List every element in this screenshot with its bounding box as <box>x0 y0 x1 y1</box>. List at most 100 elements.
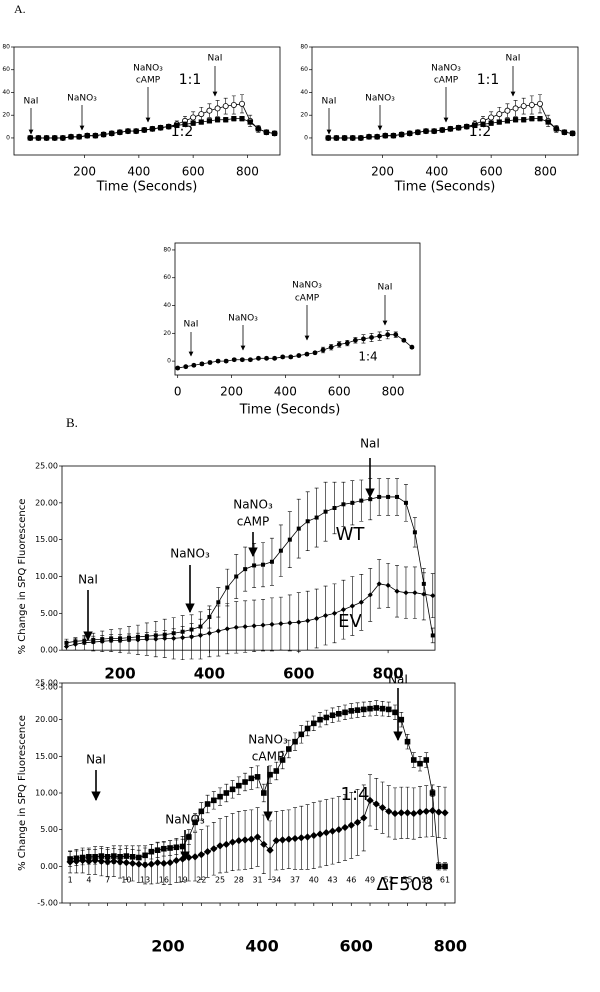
y-tick-label: 0 <box>167 358 171 365</box>
point <box>395 494 400 499</box>
y-tick-label: 5.00 <box>40 825 58 834</box>
point <box>332 505 337 510</box>
point <box>323 509 328 514</box>
annotation: NaNO₃ <box>228 314 258 324</box>
x2-tick-label: 600 <box>339 937 372 956</box>
point <box>248 775 255 782</box>
x-tick-label: 200 <box>104 665 135 683</box>
point <box>316 830 324 838</box>
point <box>278 548 283 553</box>
x-tick-label: 55 <box>402 876 412 885</box>
point <box>191 853 199 861</box>
point <box>340 607 347 613</box>
point <box>335 711 342 717</box>
point <box>261 790 267 796</box>
x-tick-label: 34 <box>271 876 281 885</box>
point <box>116 858 124 866</box>
point <box>224 626 230 632</box>
point <box>230 101 237 108</box>
annotation: NaI <box>360 437 380 451</box>
point <box>222 103 229 110</box>
point <box>126 637 132 643</box>
annotation: NaNO₃ <box>431 64 461 74</box>
point <box>488 114 495 121</box>
point <box>109 130 115 136</box>
point <box>231 357 237 363</box>
point <box>421 591 427 597</box>
point <box>378 804 387 812</box>
y-tick-label: 60 <box>300 66 308 73</box>
point <box>198 119 204 125</box>
point <box>162 635 168 641</box>
point <box>85 857 93 865</box>
point <box>141 127 147 133</box>
x-tick-label: 28 <box>234 876 244 885</box>
point <box>264 355 269 361</box>
point <box>417 760 423 767</box>
point <box>242 779 248 785</box>
point <box>504 118 511 124</box>
x-axis-label: Time (Seconds) <box>96 180 198 195</box>
series-label: EV <box>338 611 362 632</box>
point <box>496 111 503 118</box>
x-tick-label: 200 <box>220 385 243 399</box>
point <box>386 494 391 499</box>
point <box>372 800 380 808</box>
point <box>225 585 230 590</box>
point <box>279 757 286 763</box>
point <box>261 562 266 567</box>
series-label: 1:1 <box>477 72 500 88</box>
y-tick-label: 5.00 <box>40 609 58 618</box>
annotation: NaI <box>388 673 408 687</box>
point <box>66 858 74 866</box>
x-tick-label: 52 <box>384 876 394 885</box>
annotation: NaI <box>208 54 223 64</box>
point <box>182 121 188 127</box>
y-tick-label: 40 <box>2 89 10 96</box>
panel-label: A. <box>14 2 26 16</box>
point <box>147 860 155 868</box>
point <box>430 593 436 599</box>
point <box>233 624 239 630</box>
point <box>335 826 343 834</box>
annotation: NaNO₃ <box>67 94 97 104</box>
point <box>310 720 317 727</box>
plot-frame <box>174 242 421 376</box>
point <box>354 707 361 713</box>
point <box>141 861 149 869</box>
point <box>72 857 81 865</box>
series-label: 1:2 <box>171 124 194 140</box>
point <box>336 342 342 347</box>
point <box>488 120 494 126</box>
point <box>157 125 164 131</box>
y-tick-label: 25.00 <box>35 679 58 688</box>
annotation: NaI <box>86 753 106 767</box>
point <box>267 771 273 778</box>
x-tick-label: 0 <box>174 385 182 399</box>
point <box>385 332 391 338</box>
point <box>260 840 268 848</box>
y-tick-label: 0.00 <box>40 862 58 871</box>
point <box>430 633 435 638</box>
point <box>203 848 212 856</box>
point <box>360 706 367 713</box>
point <box>322 828 330 837</box>
point <box>206 118 213 124</box>
point <box>103 858 112 866</box>
point <box>403 590 409 596</box>
point <box>358 599 364 605</box>
point <box>304 725 311 732</box>
panel-label: B. <box>66 415 78 430</box>
series-label: 1:4 <box>358 350 377 364</box>
point <box>480 121 486 127</box>
point <box>404 738 411 745</box>
y-tick-label: 40 <box>163 302 171 309</box>
point <box>537 100 544 107</box>
annotation: NaNO₃ <box>365 94 395 104</box>
point <box>329 712 336 719</box>
annotation: cAMP <box>136 76 161 86</box>
point <box>63 643 70 650</box>
x-tick-label: 800 <box>382 385 405 399</box>
point <box>210 845 218 853</box>
